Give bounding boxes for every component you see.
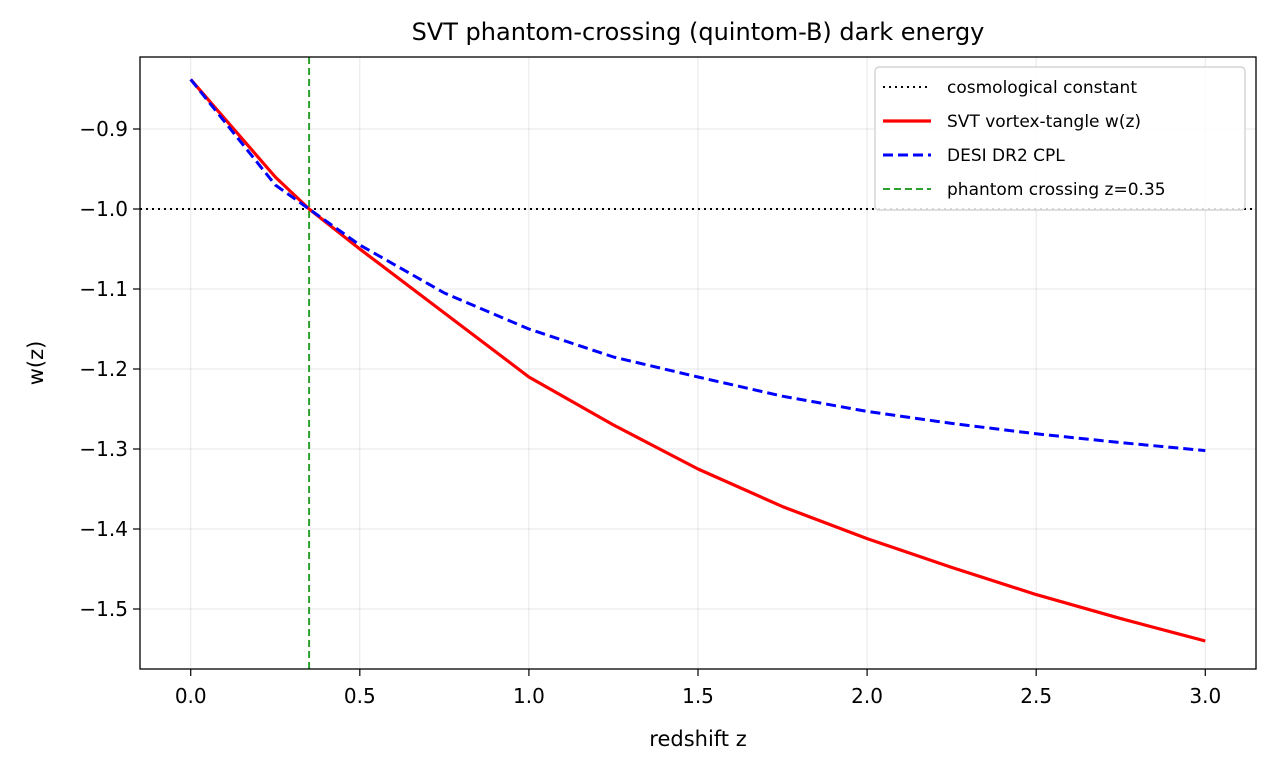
legend: cosmological constant SVT vortex-tangle w… <box>874 66 1246 211</box>
series-line-desi-dr2-cpl <box>189 78 1206 453</box>
x-tick-label: 0.5 <box>344 684 376 708</box>
y-tick-label: −1.3 <box>79 437 128 461</box>
axis-ticks: 0.0 0.5 1.0 1.5 2.0 2.5 3.0 −0.9 −1.0 −1.1 −1.2 −1.… <box>79 117 1221 708</box>
x-axis-title: redshift z <box>649 727 746 751</box>
chart-title: SVT phantom-crossing (quintom-B) dark en… <box>412 18 985 46</box>
y-tick-label: −1.1 <box>79 277 128 301</box>
y-tick-label: −1.5 <box>79 597 128 621</box>
legend-label: cosmological constant <box>947 78 1137 98</box>
legend-box <box>874 66 1246 211</box>
legend-label: DESI DR2 CPL <box>947 146 1065 166</box>
x-tick-label: 3.0 <box>1189 684 1221 708</box>
y-tick-label: −0.9 <box>79 117 128 141</box>
y-tick-label: −1.2 <box>79 357 128 381</box>
y-tick-label: −1.4 <box>79 517 128 541</box>
x-tick-label: 2.5 <box>1020 684 1052 708</box>
x-tick-label: 1.0 <box>513 684 545 708</box>
x-tick-label: 0.0 <box>175 684 207 708</box>
y-axis-title: w(z) <box>24 341 48 386</box>
legend-label: phantom crossing z=0.35 <box>947 180 1166 200</box>
x-tick-label: 1.5 <box>682 684 714 708</box>
x-tick-label: 2.0 <box>851 684 883 708</box>
legend-label: SVT vortex-tangle w(z) <box>947 112 1141 132</box>
y-tick-label: −1.0 <box>79 197 128 221</box>
